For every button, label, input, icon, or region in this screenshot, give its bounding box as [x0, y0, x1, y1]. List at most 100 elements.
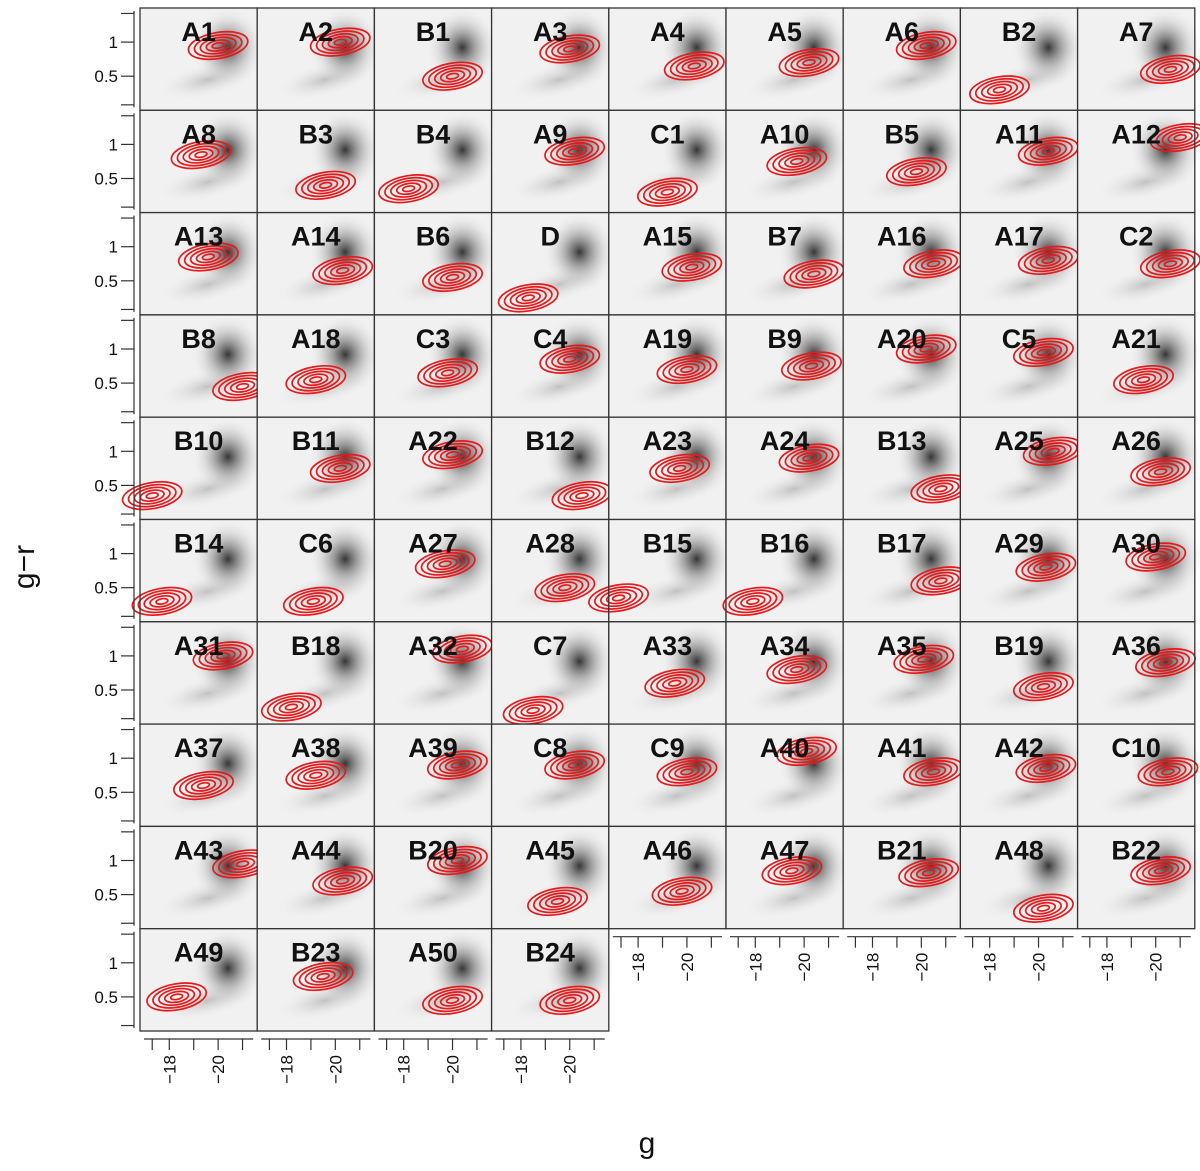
- panel: A25: [959, 416, 1084, 521]
- density-contour: [1143, 550, 1169, 564]
- y-tick-label: 1: [109, 33, 118, 52]
- panel: C3: [373, 314, 498, 418]
- panel-label: A41: [877, 733, 927, 763]
- panel: A34: [725, 621, 850, 725]
- x-tick-label: −18: [278, 1055, 297, 1084]
- panel: B7: [725, 211, 850, 316]
- y-tick-label: 0.5: [94, 783, 118, 802]
- panel: B13: [842, 416, 972, 521]
- density-contour: [434, 366, 461, 380]
- density-contour: [131, 586, 193, 617]
- density-contour: [309, 453, 371, 484]
- density-contour: [539, 344, 601, 374]
- density-contour: [378, 174, 440, 204]
- density-contour: [773, 861, 811, 880]
- density-contour: [163, 990, 190, 1004]
- density-contour: [1030, 680, 1057, 693]
- population-density-peak: [895, 827, 967, 905]
- density-contour: [312, 255, 374, 286]
- panel-label: B10: [174, 426, 224, 456]
- density-contour: [551, 39, 589, 59]
- density-contour: [189, 247, 227, 267]
- population-density-peak: [1130, 417, 1200, 496]
- density-contour: [1130, 856, 1192, 886]
- density-contour: [789, 262, 839, 286]
- density-contour: [521, 294, 536, 302]
- density-contour: [1158, 659, 1173, 667]
- panel-label: A19: [643, 324, 693, 354]
- density-contour: [668, 762, 706, 781]
- density-contour: [534, 573, 596, 603]
- density-contour: [898, 858, 960, 888]
- density-contour: [669, 54, 719, 78]
- density-contour: [801, 267, 827, 281]
- panel: C8: [490, 723, 615, 828]
- panel-label: A29: [994, 529, 1044, 559]
- density-contour: [188, 148, 214, 162]
- density-contour: [1041, 256, 1056, 264]
- density-contour: [1141, 462, 1180, 481]
- density-contour: [1015, 753, 1077, 784]
- density-contour: [309, 376, 323, 384]
- panel-label: B13: [877, 426, 927, 456]
- x-tick-label: −20: [912, 953, 931, 982]
- density-contour: [660, 459, 699, 478]
- density-contour: [916, 655, 931, 663]
- panel: A24: [725, 416, 850, 521]
- density-contour: [915, 866, 942, 880]
- density-contour: [778, 443, 840, 473]
- density-contour: [335, 877, 350, 885]
- panel: A7: [1076, 7, 1200, 111]
- panels-layer: A1 A2 B1 A3 A4 A5 A6 B2 A7 A8 B3 B4 A9 C1 A10 B5 A11 A12 A…: [121, 7, 1200, 1032]
- density-contour: [674, 765, 700, 779]
- density-contour: [514, 701, 552, 720]
- density-contour: [550, 753, 600, 777]
- density-contour: [177, 242, 239, 272]
- density-contour: [1028, 439, 1078, 464]
- density-contour: [1023, 248, 1073, 273]
- density-contour: [907, 339, 945, 359]
- x-tick-label: −20: [561, 1055, 580, 1084]
- x-tick-label: −18: [395, 1055, 414, 1084]
- density-contour: [642, 180, 692, 205]
- density-contour: [563, 486, 601, 505]
- density-contour: [282, 586, 344, 617]
- density-contour: [395, 182, 422, 196]
- panel: B21: [842, 825, 967, 930]
- axes-layer: 1 0.5 1 0.5 1 0.5 1 0.5 1 0.5 1 0.5 1 0.5 1 0.5 1 0.5 1 0.5…: [94, 11, 1191, 1084]
- density-contour: [539, 985, 601, 1015]
- density-contour: [285, 760, 347, 790]
- density-contour: [675, 887, 689, 895]
- panel: A46: [608, 825, 732, 930]
- x-tick-label: −18: [864, 953, 883, 982]
- panel-label: A3: [533, 17, 568, 47]
- density-contour: [679, 260, 705, 274]
- y-tick-label: 0.5: [94, 886, 118, 905]
- population-density-peak: [192, 417, 264, 496]
- density-contour: [1034, 442, 1072, 461]
- panel: A22: [373, 416, 498, 521]
- density-contour: [1131, 545, 1181, 569]
- density-contour: [901, 337, 951, 361]
- density-contour: [333, 38, 347, 46]
- density-contour: [1136, 376, 1151, 384]
- panel-label: A17: [994, 222, 1044, 252]
- x-tick-label: −18: [746, 953, 765, 982]
- density-contour: [1140, 650, 1191, 675]
- density-contour: [728, 589, 778, 614]
- density-contour: [297, 766, 335, 785]
- panel: B22: [1076, 825, 1200, 930]
- density-contour: [551, 991, 589, 1010]
- panel: A8: [139, 109, 264, 214]
- density-contour: [438, 755, 477, 775]
- density-contour: [672, 464, 687, 472]
- density-contour: [540, 575, 590, 600]
- density-contour: [792, 356, 831, 376]
- panel-label: C3: [416, 324, 451, 354]
- density-contour: [520, 704, 546, 717]
- density-contour: [555, 142, 594, 161]
- density-contour: [913, 39, 939, 52]
- density-contour: [656, 674, 694, 693]
- density-contour: [309, 27, 371, 57]
- density-contour: [1155, 125, 1200, 150]
